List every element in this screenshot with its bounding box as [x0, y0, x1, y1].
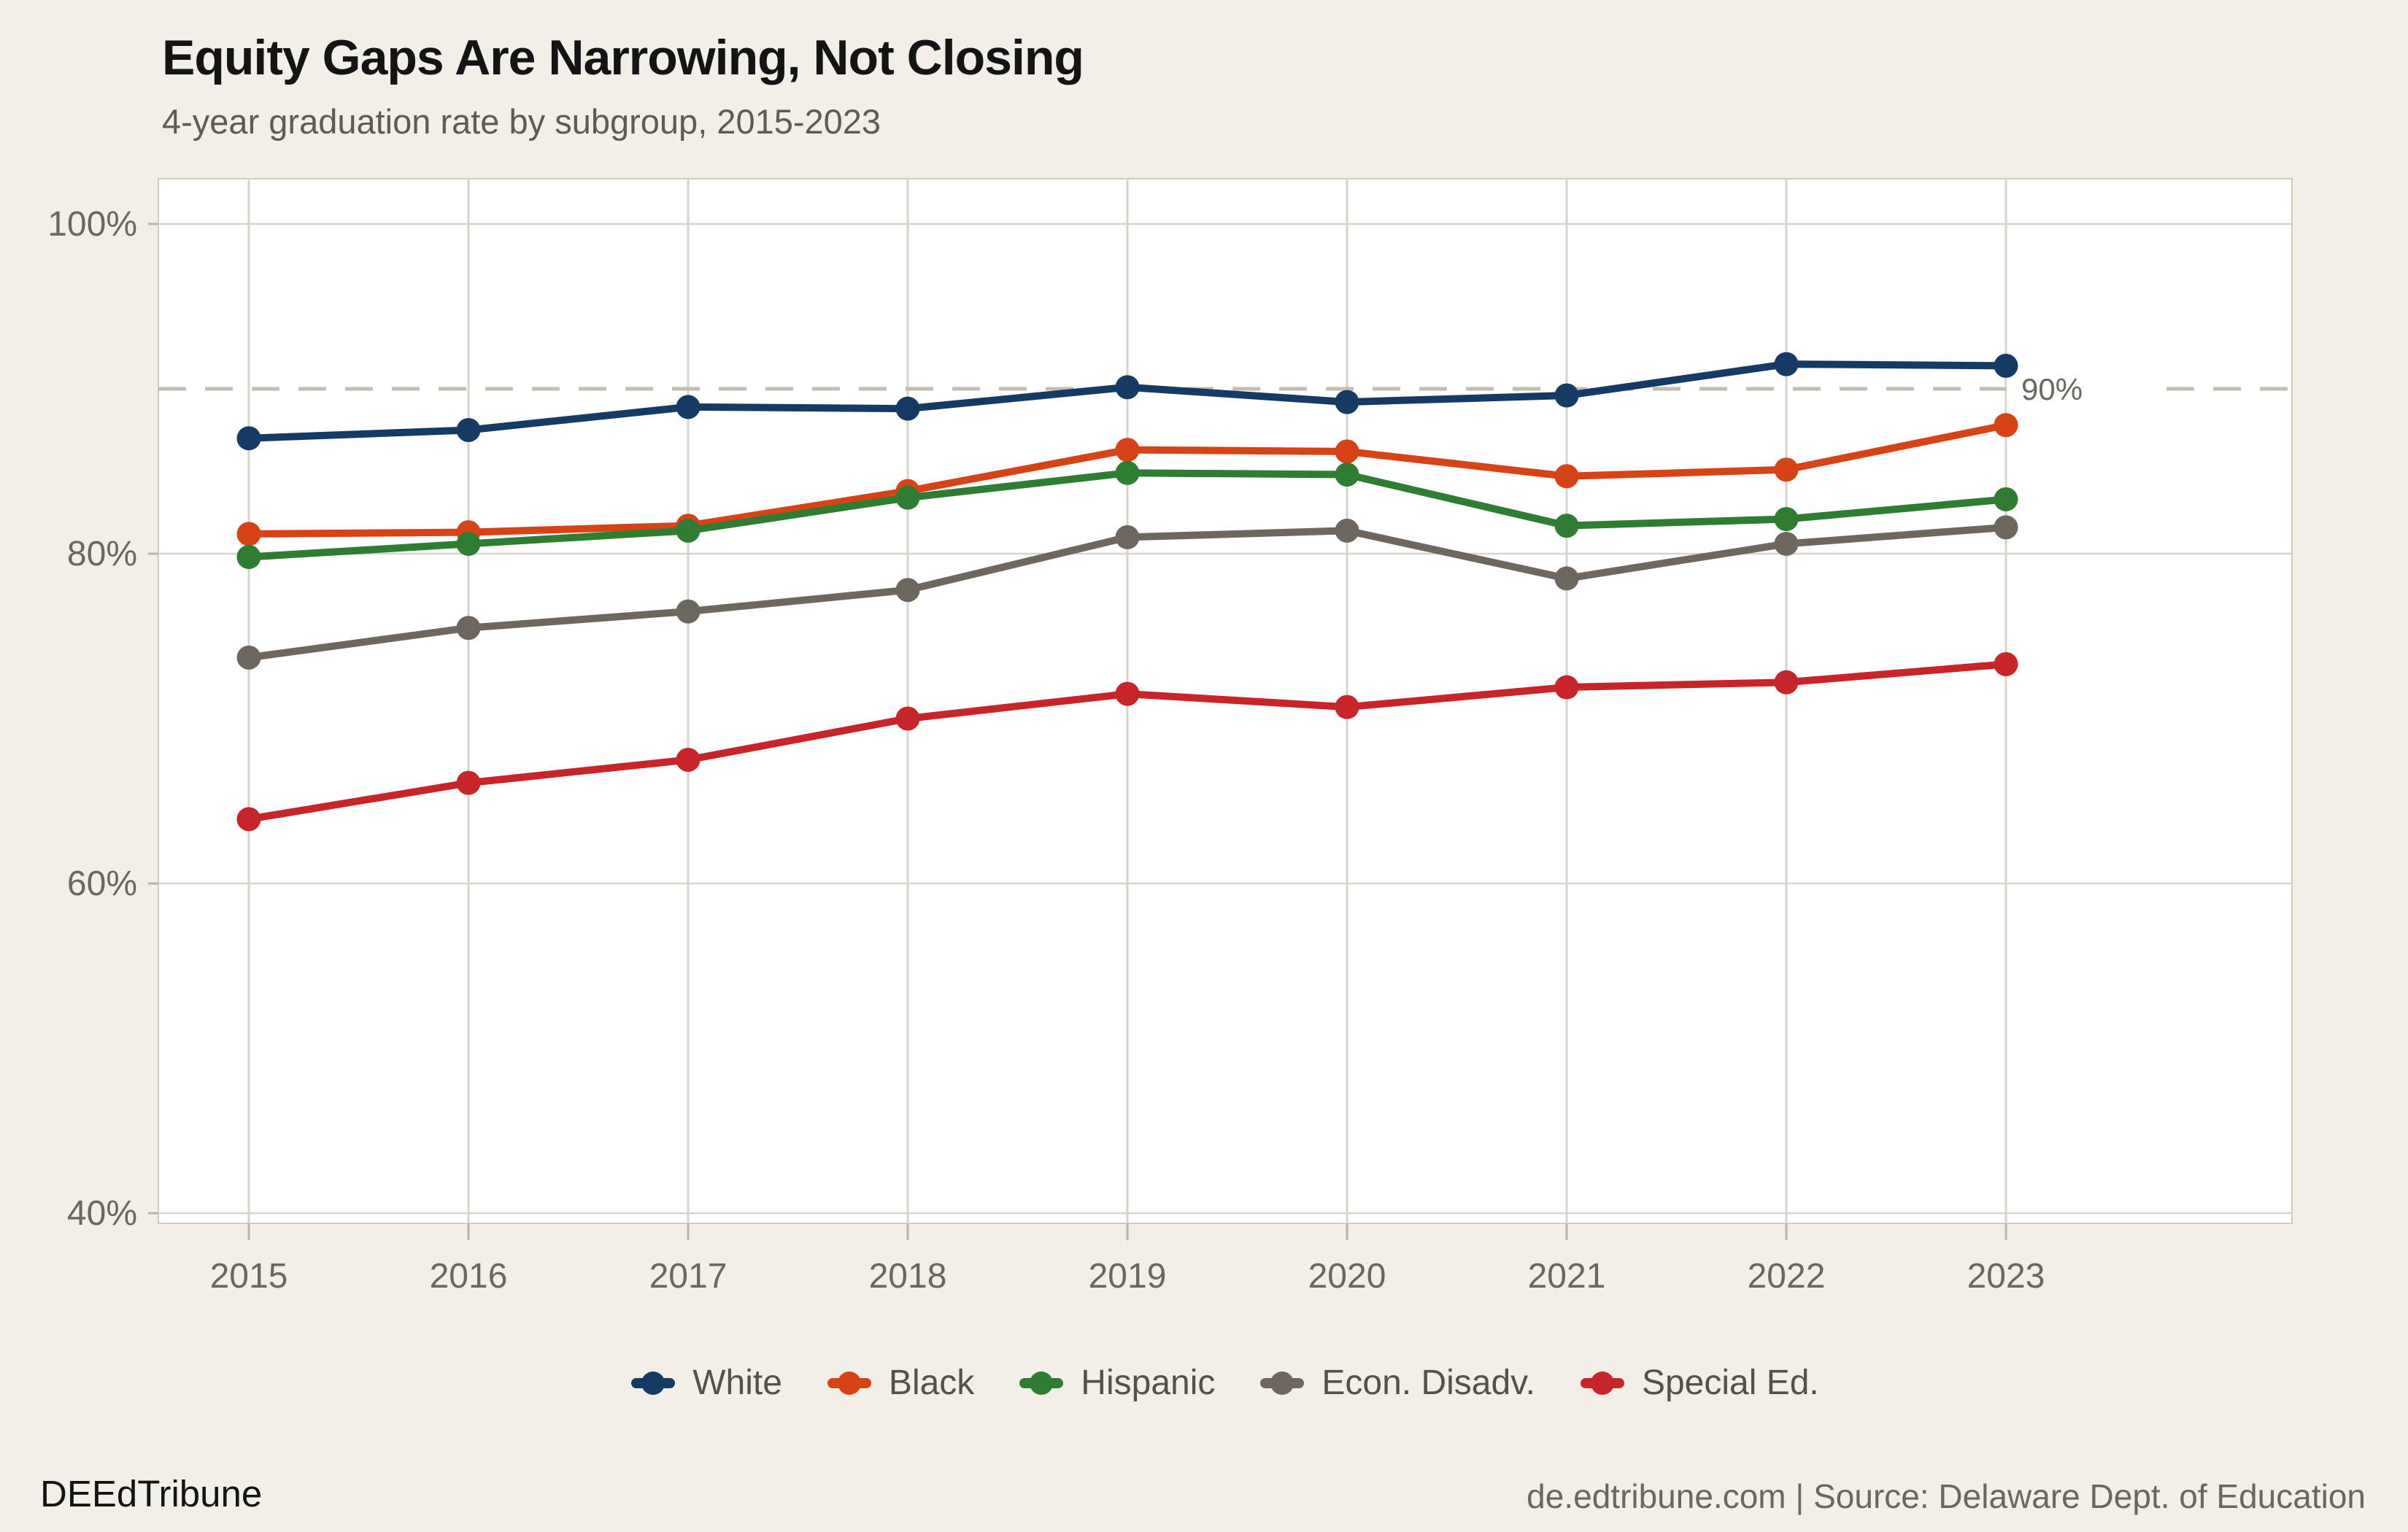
- legend-marker-icon: [1580, 1370, 1624, 1396]
- data-point-white-2022: [1774, 352, 1799, 376]
- data-point-special-ed-2016: [456, 770, 481, 795]
- legend-marker-icon: [631, 1370, 676, 1396]
- data-point-white-2021: [1554, 383, 1579, 408]
- data-point-special-ed-2022: [1774, 670, 1799, 695]
- data-point-hispanic-2023: [1994, 487, 2018, 511]
- legend-marker-dot: [837, 1371, 861, 1395]
- legend-item-black: Black: [827, 1363, 974, 1403]
- data-point-white-2017: [676, 395, 701, 419]
- legend-marker-dot: [1270, 1371, 1294, 1395]
- legend-marker-dot: [1030, 1371, 1054, 1395]
- data-point-econ-disadv-2021: [1554, 566, 1579, 591]
- data-point-white-2015: [236, 426, 261, 451]
- y-axis-tick-label: 80%: [67, 535, 137, 573]
- data-point-econ-disadv-2018: [895, 578, 920, 603]
- data-point-econ-disadv-2019: [1115, 525, 1140, 549]
- data-point-hispanic-2018: [895, 485, 920, 510]
- data-point-hispanic-2016: [456, 531, 481, 556]
- legend-marker-dot: [1590, 1371, 1614, 1395]
- x-axis-tick-label: 2021: [1528, 1257, 1606, 1296]
- x-axis-tick-label: 2017: [649, 1257, 728, 1296]
- data-point-hispanic-2022: [1774, 507, 1799, 532]
- page-title: Equity Gaps Are Narrowing, Not Closing: [162, 30, 1084, 85]
- x-axis-tick-label: 2018: [869, 1257, 947, 1296]
- x-axis-tick-label: 2015: [210, 1257, 288, 1296]
- x-axis-tick-label: 2023: [1967, 1257, 2045, 1296]
- source-attribution: de.edtribune.com | Source: Delaware Dept…: [1527, 1477, 2366, 1515]
- data-point-black-2022: [1774, 457, 1799, 482]
- data-point-special-ed-2018: [895, 706, 920, 731]
- data-point-hispanic-2021: [1554, 514, 1579, 538]
- data-point-hispanic-2020: [1335, 463, 1359, 487]
- legend-label: Black: [888, 1363, 975, 1402]
- y-axis-tick-label: 100%: [47, 205, 137, 244]
- x-axis-tick-label: 2020: [1308, 1257, 1386, 1296]
- data-point-special-ed-2023: [1994, 651, 2018, 676]
- page-subtitle: 4-year graduation rate by subgroup, 2015…: [162, 101, 881, 141]
- data-point-special-ed-2021: [1554, 675, 1579, 700]
- data-point-special-ed-2019: [1115, 681, 1140, 706]
- legend-label: Econ. Disadv.: [1321, 1363, 1535, 1402]
- data-point-black-2020: [1335, 439, 1359, 464]
- legend-marker-dot: [641, 1371, 665, 1395]
- chart-header: Equity Gaps Are Narrowing, Not Closing 4…: [162, 31, 1084, 142]
- data-point-econ-disadv-2015: [236, 645, 261, 670]
- x-axis-tick-label: 2022: [1748, 1257, 1826, 1296]
- data-point-white-2023: [1994, 353, 2018, 378]
- chart-legend: White Black Hispanic Econ. Disadv. Special E…: [158, 1363, 2292, 1403]
- data-point-hispanic-2017: [676, 518, 701, 543]
- legend-marker-icon: [1260, 1370, 1305, 1396]
- data-point-econ-disadv-2023: [1994, 515, 2018, 540]
- y-axis-tick-label: 40%: [67, 1194, 137, 1233]
- data-point-white-2020: [1335, 390, 1359, 414]
- data-point-white-2016: [456, 418, 481, 442]
- legend-item-econ-disadv: Econ. Disadv.: [1260, 1363, 1535, 1403]
- data-point-econ-disadv-2020: [1335, 518, 1359, 543]
- data-point-hispanic-2015: [236, 545, 261, 570]
- data-point-econ-disadv-2016: [456, 616, 481, 641]
- data-point-black-2021: [1554, 464, 1579, 489]
- goal-line-label: 90%: [2021, 372, 2083, 406]
- data-point-special-ed-2017: [676, 748, 701, 772]
- data-point-white-2018: [895, 396, 920, 421]
- legend-label: White: [692, 1363, 782, 1402]
- data-point-black-2015: [236, 522, 261, 546]
- legend-marker-icon: [1019, 1370, 1064, 1396]
- data-point-white-2019: [1115, 375, 1140, 400]
- goal-label-backdrop: [2007, 363, 2150, 415]
- legend-item-special-ed: Special Ed.: [1580, 1363, 1819, 1403]
- data-point-black-2019: [1115, 438, 1140, 463]
- data-point-black-2023: [1994, 413, 2018, 438]
- legend-item-hispanic: Hispanic: [1019, 1363, 1215, 1403]
- y-axis-tick-label: 60%: [67, 864, 137, 903]
- x-axis-tick-label: 2019: [1089, 1257, 1167, 1296]
- legend-label: Special Ed.: [1641, 1363, 1819, 1402]
- brand-logo-text: DEEdTribune: [40, 1473, 263, 1514]
- legend-item-white: White: [631, 1363, 782, 1403]
- legend-label: Hispanic: [1081, 1363, 1216, 1402]
- legend-marker-icon: [827, 1370, 871, 1396]
- data-point-special-ed-2015: [236, 807, 261, 832]
- data-point-special-ed-2020: [1335, 695, 1359, 719]
- data-point-econ-disadv-2022: [1774, 531, 1799, 556]
- data-point-hispanic-2019: [1115, 460, 1140, 485]
- x-axis-tick-label: 2016: [430, 1257, 508, 1296]
- data-point-econ-disadv-2017: [676, 599, 701, 624]
